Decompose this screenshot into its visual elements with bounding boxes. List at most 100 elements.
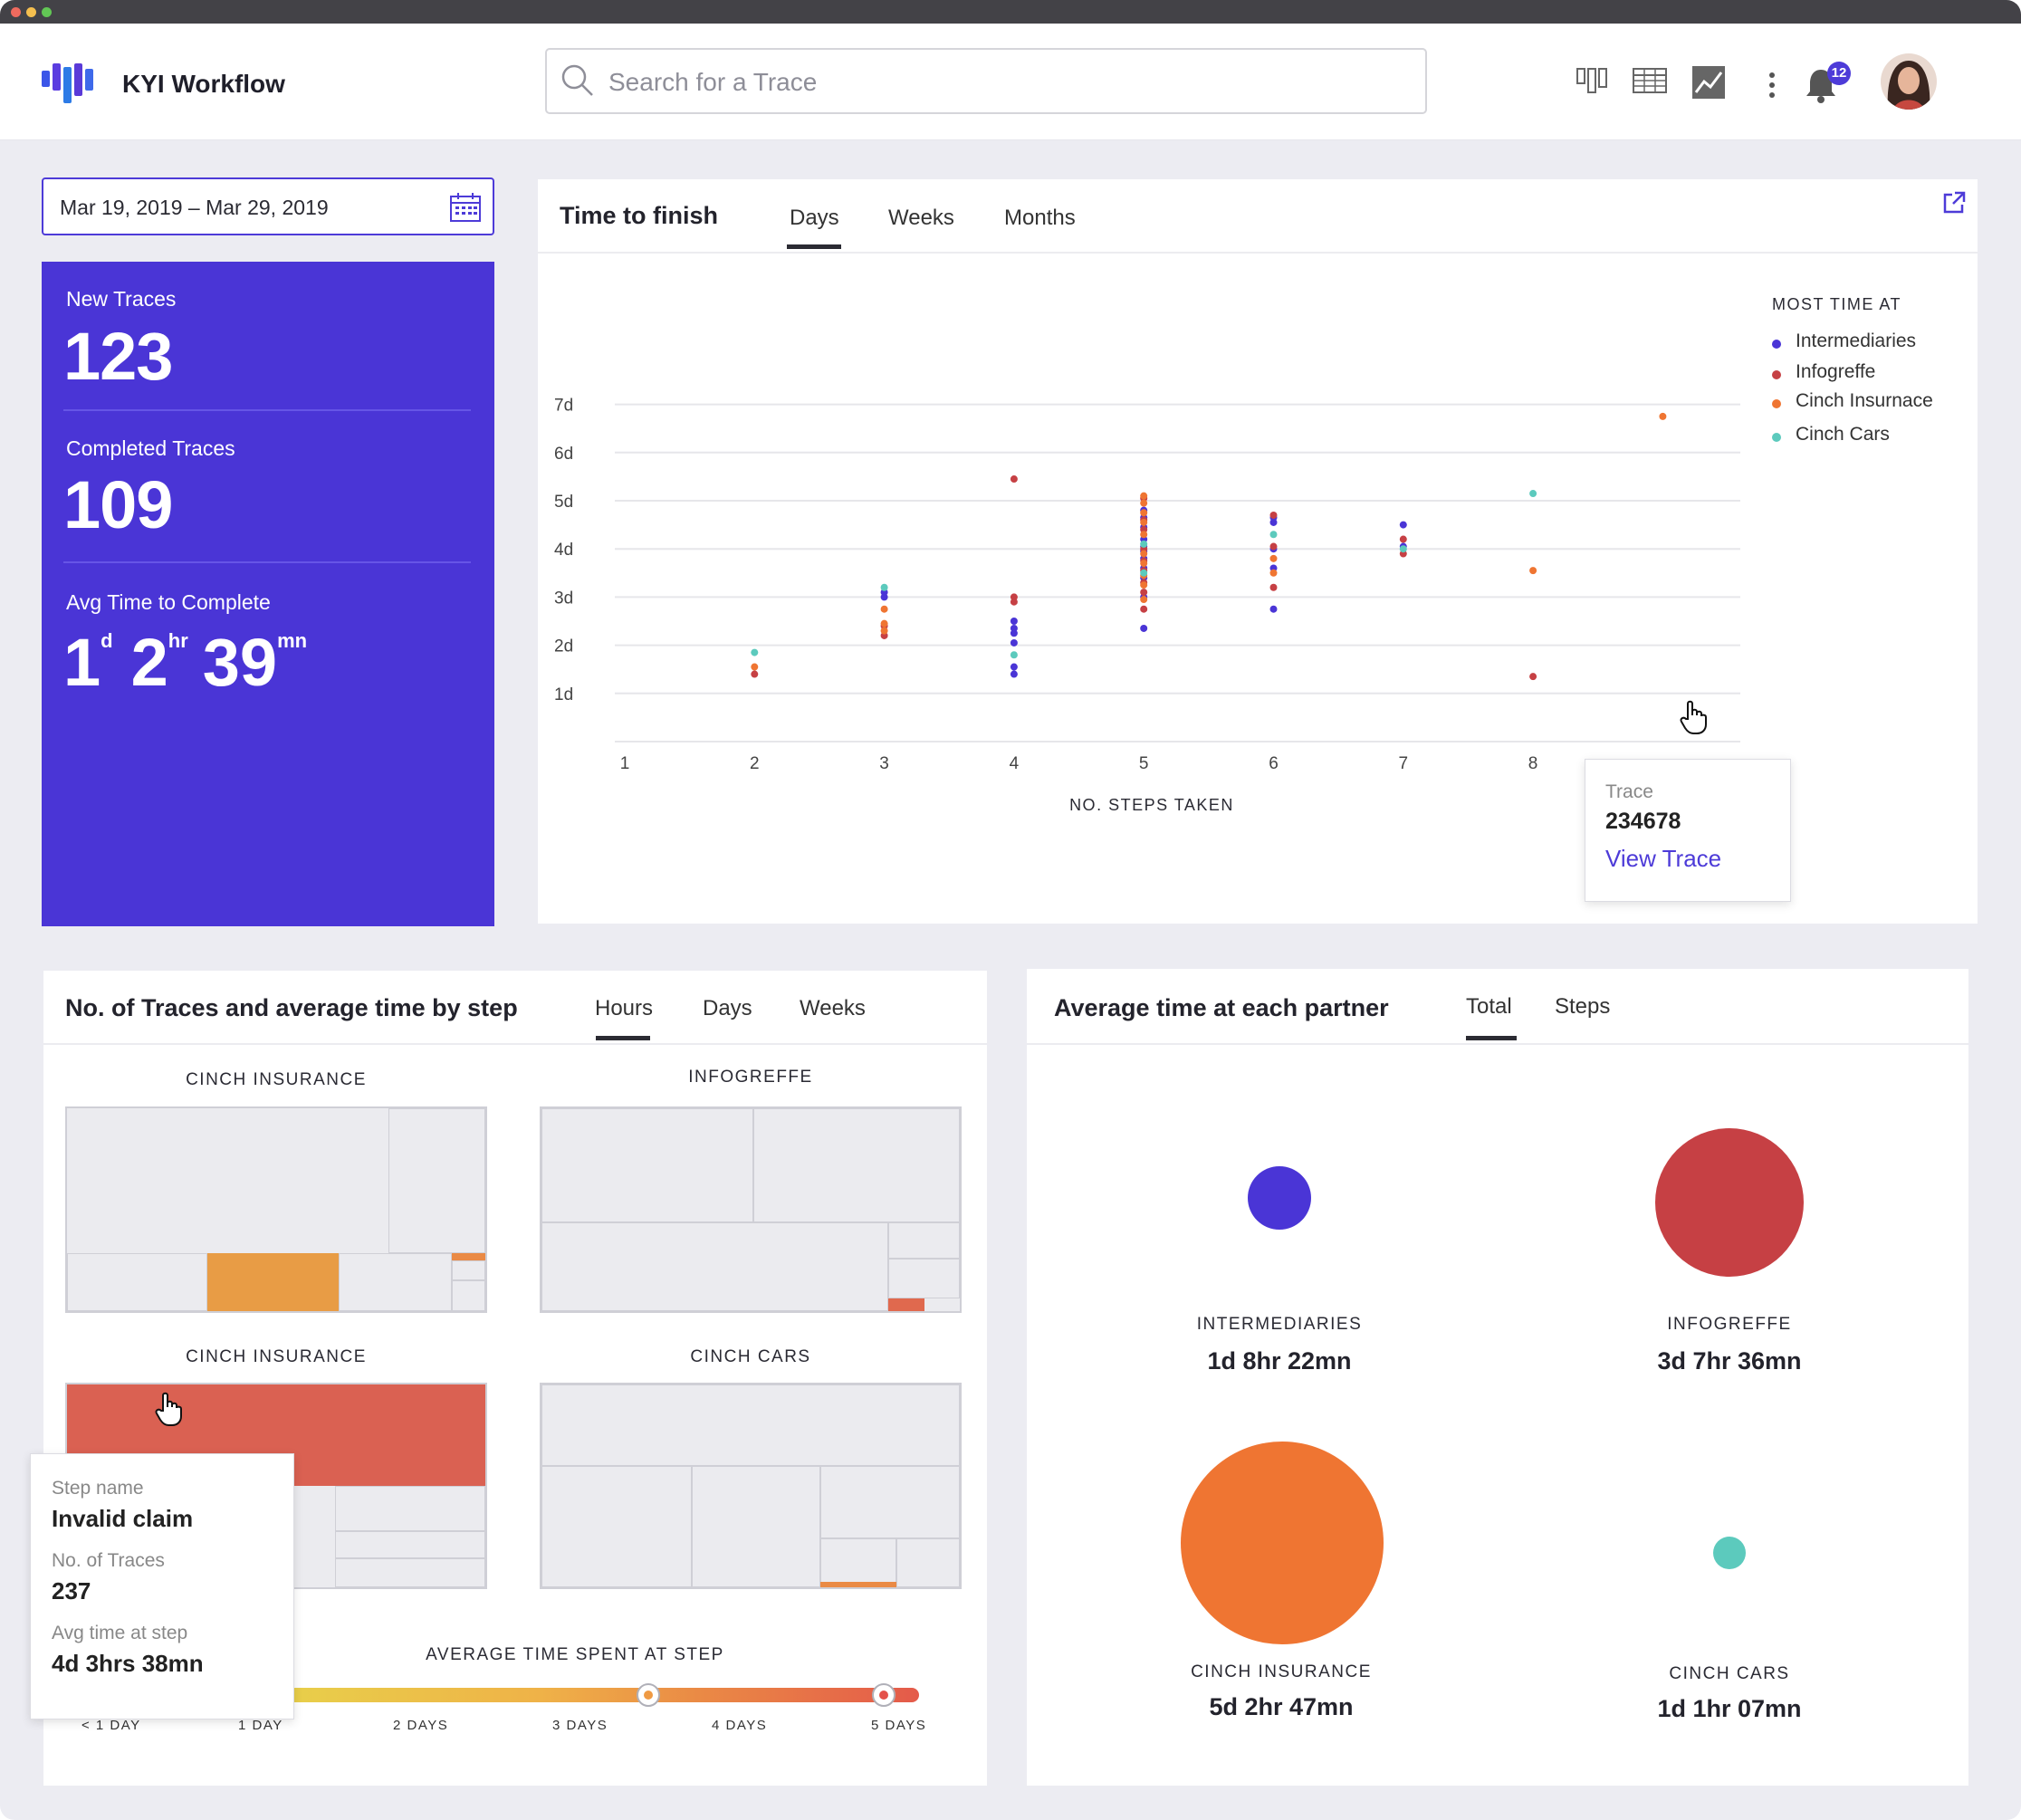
scale-knob[interactable]	[872, 1683, 896, 1707]
treemap-cell[interactable]	[335, 1558, 485, 1587]
tab-weeks[interactable]: Weeks	[800, 996, 866, 1020]
date-range-picker[interactable]: Mar 19, 2019 – Mar 29, 2019	[42, 177, 494, 235]
scale-tick: < 1 DAY	[81, 1718, 141, 1733]
bubble-cinch-cars[interactable]	[1713, 1537, 1746, 1569]
tooltip-traces-label: No. of Traces	[52, 1550, 165, 1571]
data-point	[1140, 518, 1148, 526]
data-point	[1269, 531, 1278, 539]
data-point	[1010, 475, 1018, 484]
data-point	[1140, 596, 1148, 604]
table-icon[interactable]	[1632, 65, 1668, 98]
treemap-cell[interactable]	[452, 1260, 485, 1280]
bubble-infogreffe[interactable]	[1655, 1128, 1804, 1277]
data-point	[1010, 638, 1018, 647]
treemap-cinch-insurance[interactable]	[65, 1106, 487, 1313]
avg-time-label: Avg Time to Complete	[66, 590, 271, 614]
search-input[interactable]	[607, 64, 1407, 101]
treemap-cell-highlighted[interactable]	[207, 1253, 339, 1311]
chart-icon[interactable]	[1691, 65, 1726, 100]
legend-item[interactable]: Infogreffe	[1796, 361, 1876, 382]
window-titlebar	[0, 0, 2021, 24]
data-point	[1010, 593, 1018, 601]
date-range-value: Mar 19, 2019 – Mar 29, 2019	[60, 196, 329, 219]
treemap-cell[interactable]	[541, 1466, 692, 1587]
data-point	[1010, 670, 1018, 678]
data-point	[1529, 567, 1537, 575]
data-point	[751, 648, 759, 656]
treemap-cell[interactable]	[541, 1108, 753, 1222]
partner-time-card: Average time at each partner Total Steps…	[1027, 969, 1968, 1786]
treemap-cell[interactable]	[335, 1531, 485, 1558]
calendar-icon[interactable]	[449, 192, 482, 223]
minimize-window-button[interactable]	[26, 7, 36, 17]
data-point	[880, 619, 888, 627]
treemap-infogreffe[interactable]	[540, 1106, 962, 1313]
avg-days: 1	[63, 625, 101, 700]
tab-total[interactable]: Total	[1466, 994, 1512, 1019]
maximize-window-button[interactable]	[42, 7, 52, 17]
treemap-cell[interactable]	[692, 1466, 820, 1587]
treemap-cell[interactable]	[888, 1222, 960, 1259]
treemap-cell[interactable]	[452, 1280, 485, 1311]
treemap-cell[interactable]	[820, 1538, 896, 1587]
tab-hours[interactable]: Hours	[595, 996, 654, 1020]
tab-months[interactable]: Months	[1004, 206, 1076, 230]
data-point	[880, 583, 888, 591]
avatar[interactable]	[1881, 53, 1937, 110]
scatter-plot: 1d 2d 3d 4d 5d 6d 7d 1 2 3 4 5 6 7 8 NO. STEPS TAKEN	[554, 397, 1740, 814]
trace-tooltip: Trace 234678 View Trace	[1585, 759, 1791, 902]
bubble-cinch-insurance[interactable]	[1181, 1442, 1384, 1644]
treemap-cell-highlighted[interactable]	[820, 1582, 896, 1587]
data-point	[1010, 663, 1018, 671]
treemap-cell[interactable]	[753, 1108, 960, 1222]
treemap-label-cinch-insurance: CINCH INSURANCE	[186, 1070, 367, 1089]
tab-days[interactable]: Days	[703, 996, 752, 1020]
kyi-logo[interactable]	[42, 63, 94, 103]
data-point	[1399, 535, 1407, 543]
tab-steps[interactable]: Steps	[1555, 994, 1611, 1019]
avg-hours: 2	[130, 625, 168, 700]
data-point	[751, 670, 759, 678]
data-point	[880, 605, 888, 613]
data-point	[1010, 618, 1018, 625]
card-header-divider	[1027, 1043, 1968, 1045]
treemap-cell[interactable]	[339, 1253, 452, 1311]
treemap-cell[interactable]	[67, 1253, 207, 1311]
tab-weeks[interactable]: Weeks	[888, 206, 954, 230]
time-to-finish-title: Time to finish	[560, 202, 719, 229]
treemap-cell[interactable]	[335, 1486, 485, 1531]
treemap-cell[interactable]	[541, 1384, 960, 1466]
data-point	[1140, 531, 1148, 539]
treemap-cell[interactable]	[541, 1222, 888, 1311]
treemap-cell[interactable]	[388, 1108, 485, 1253]
tab-days[interactable]: Days	[790, 206, 839, 230]
data-point	[1269, 554, 1278, 562]
data-point	[1659, 412, 1667, 420]
legend-item[interactable]: Cinch Cars	[1796, 424, 1890, 445]
view-trace-link[interactable]: View Trace	[1605, 845, 1722, 872]
treemap-cell[interactable]	[896, 1538, 960, 1587]
treemap-cell[interactable]	[820, 1466, 960, 1538]
close-window-button[interactable]	[11, 7, 21, 17]
legend-item[interactable]: Cinch Insurnace	[1796, 390, 1933, 411]
legend-item[interactable]: Intermediaries	[1796, 330, 1917, 351]
data-point	[1269, 542, 1278, 551]
treemap-cell-highlighted[interactable]	[888, 1298, 924, 1311]
treemap-cinch-cars[interactable]	[540, 1383, 962, 1589]
external-link-icon[interactable]	[1941, 190, 1967, 216]
legend-dot	[1772, 433, 1781, 442]
data-point	[751, 663, 759, 671]
hand-cursor-icon	[1680, 700, 1707, 734]
legend-title: MOST TIME AT	[1772, 295, 1902, 313]
kanban-icon[interactable]	[1576, 65, 1608, 98]
more-icon[interactable]	[1766, 71, 1778, 101]
search-box[interactable]	[545, 48, 1427, 114]
treemap-cell-highlighted[interactable]	[452, 1253, 485, 1260]
bubble-intermediaries[interactable]	[1248, 1166, 1311, 1230]
scale-knob[interactable]	[637, 1683, 660, 1707]
data-point	[1399, 545, 1407, 553]
treemap-cell[interactable]	[888, 1259, 960, 1298]
scale-tick: 3 DAYS	[552, 1718, 608, 1733]
new-traces-label: New Traces	[66, 287, 177, 311]
